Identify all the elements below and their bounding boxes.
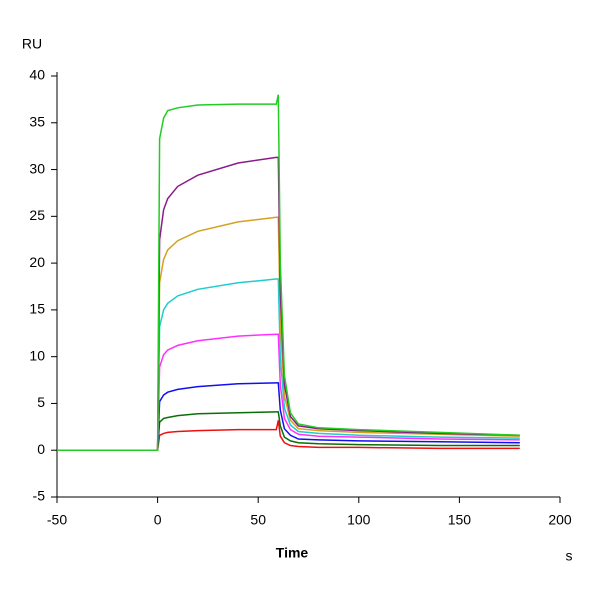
series-line (57, 94, 520, 451)
y-tick-label: 40 (29, 67, 45, 83)
y-tick-label: 35 (29, 113, 45, 129)
x-axis-unit: s (566, 548, 573, 564)
x-tick-label: 150 (448, 512, 472, 528)
x-tick-label: 100 (347, 512, 371, 528)
y-tick-label: 0 (37, 441, 45, 457)
y-tick-label: 10 (29, 347, 45, 363)
x-tick-label: 50 (250, 512, 266, 528)
y-tick-label: 15 (29, 301, 45, 317)
y-tick-label: 25 (29, 207, 45, 223)
series-line (57, 216, 520, 451)
y-tick-label: 20 (29, 254, 45, 270)
y-tick-label: 5 (37, 394, 45, 410)
y-tick-label: -5 (33, 488, 46, 504)
x-tick-label: -50 (47, 512, 67, 528)
x-tick-label: 200 (548, 512, 572, 528)
series-line (57, 156, 520, 451)
y-tick-label: 30 (29, 160, 45, 176)
x-axis-label: Time (276, 545, 309, 561)
x-tick-label: 0 (154, 512, 162, 528)
y-axis-label: RU (22, 36, 42, 52)
